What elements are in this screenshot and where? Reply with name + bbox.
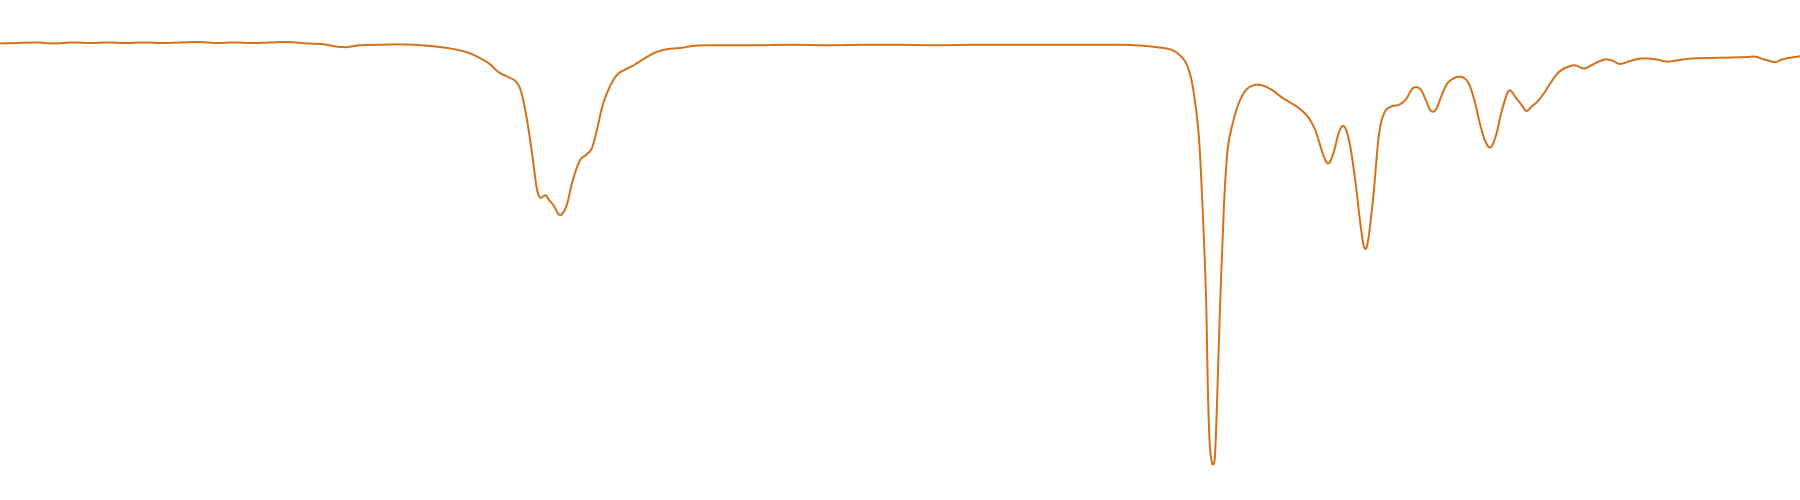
series-layer (0, 41, 1800, 466)
series-line-0 (0, 41, 1800, 466)
